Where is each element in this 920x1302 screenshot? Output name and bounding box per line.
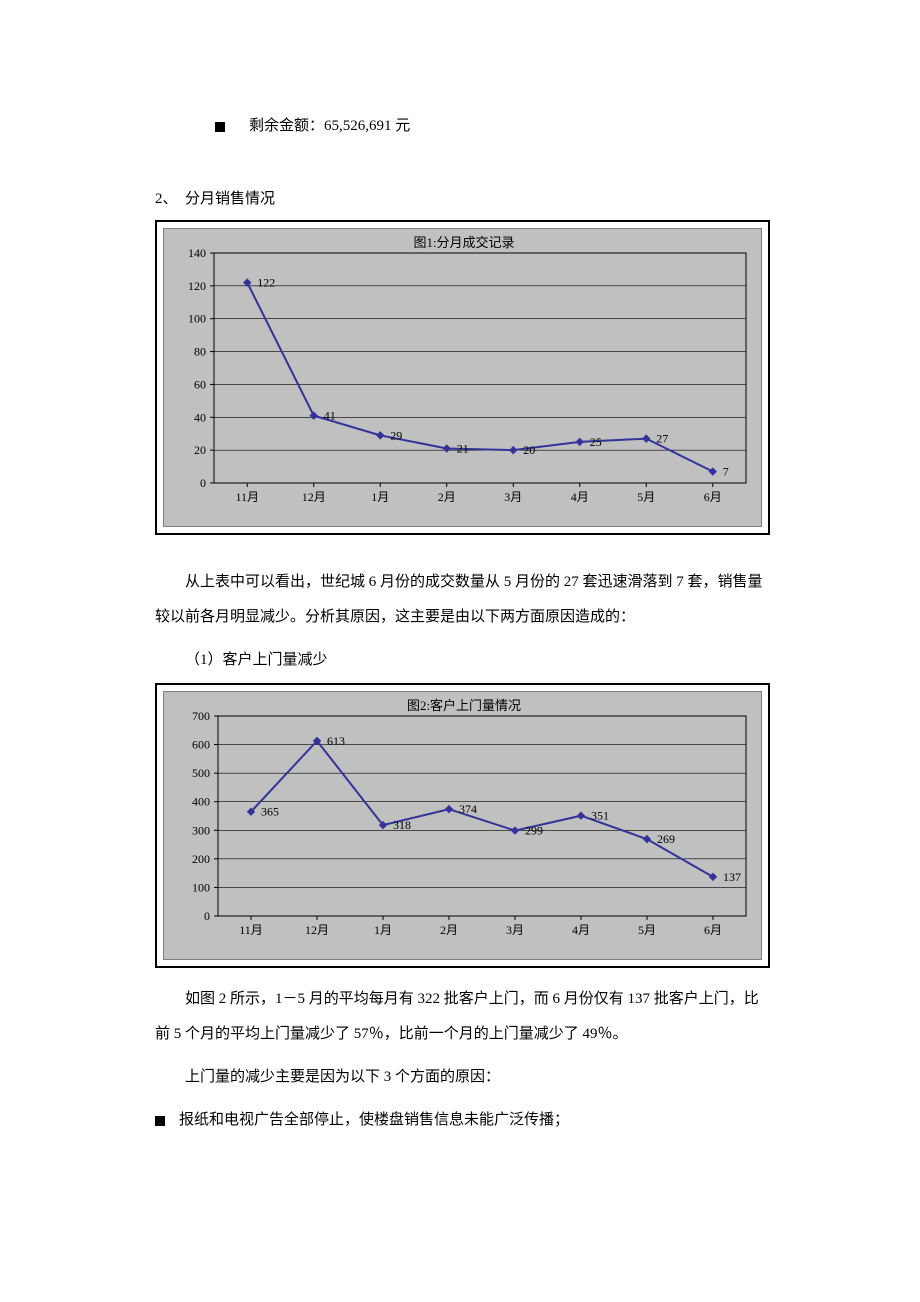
reason-1-text: 报纸和电视广告全部停止，使楼盘销售信息未能广泛传播； — [179, 1104, 569, 1137]
square-bullet-icon — [215, 122, 225, 132]
square-bullet-icon — [155, 1116, 165, 1126]
svg-text:图1:分月成交记录: 图1:分月成交记录 — [413, 235, 514, 250]
remaining-amount-text: 剩余金额：65,526,691 元 — [249, 110, 410, 143]
svg-text:100: 100 — [188, 312, 206, 326]
svg-text:27: 27 — [656, 432, 668, 446]
svg-text:25: 25 — [590, 435, 602, 449]
svg-text:41: 41 — [324, 409, 336, 423]
page: 剩余金额：65,526,691 元 2、 分月销售情况 图1:分月成交记录 0 20… — [0, 0, 920, 1302]
section-2-heading: 2、 分月销售情况 — [155, 183, 770, 216]
svg-text:3月: 3月 — [504, 490, 522, 504]
svg-text:3月: 3月 — [506, 923, 524, 937]
svg-text:11月: 11月 — [239, 923, 263, 937]
svg-text:400: 400 — [192, 795, 210, 809]
svg-text:700: 700 — [192, 709, 210, 723]
svg-text:21: 21 — [457, 442, 469, 456]
svg-text:20: 20 — [194, 443, 206, 457]
svg-text:2月: 2月 — [438, 490, 456, 504]
svg-text:80: 80 — [194, 345, 206, 359]
svg-text:40: 40 — [194, 410, 206, 424]
svg-text:20: 20 — [523, 443, 535, 457]
svg-text:11月: 11月 — [235, 490, 259, 504]
svg-text:300: 300 — [192, 823, 210, 837]
svg-text:图2:客户上门量情况: 图2:客户上门量情况 — [407, 698, 521, 713]
svg-text:140: 140 — [188, 246, 206, 260]
svg-text:4月: 4月 — [571, 490, 589, 504]
chart-2: 图2:客户上门量情况 0 100 200 300 400 500 600 700 11月 12月 1月… — [168, 692, 760, 942]
svg-text:613: 613 — [327, 734, 345, 748]
svg-text:0: 0 — [204, 909, 210, 923]
svg-text:299: 299 — [525, 824, 543, 838]
subheading-1: （1）客户上门量减少 — [155, 644, 770, 677]
svg-text:1月: 1月 — [374, 923, 392, 937]
svg-text:12月: 12月 — [305, 923, 329, 937]
svg-text:351: 351 — [591, 809, 609, 823]
svg-text:4月: 4月 — [572, 923, 590, 937]
bullet-remaining-amount: 剩余金额：65,526,691 元 — [215, 110, 770, 143]
chart-2-frame: 图2:客户上门量情况 0 100 200 300 400 500 600 700 11月 12月 1月… — [155, 683, 770, 968]
paragraph-2: 如图 2 所示，1－5 月的平均每月有 322 批客户上门，而 6 月份仅有 1… — [155, 982, 770, 1051]
svg-text:0: 0 — [200, 476, 206, 490]
svg-text:29: 29 — [390, 428, 402, 442]
svg-text:2月: 2月 — [440, 923, 458, 937]
svg-text:200: 200 — [192, 852, 210, 866]
svg-text:120: 120 — [188, 279, 206, 293]
svg-text:5月: 5月 — [638, 923, 656, 937]
paragraph-3: 上门量的减少主要是因为以下 3 个方面的原因： — [155, 1061, 770, 1094]
svg-text:600: 600 — [192, 738, 210, 752]
svg-text:122: 122 — [257, 276, 275, 290]
svg-text:6月: 6月 — [704, 923, 722, 937]
svg-text:5月: 5月 — [637, 490, 655, 504]
svg-text:6月: 6月 — [704, 490, 722, 504]
svg-text:500: 500 — [192, 766, 210, 780]
svg-text:12月: 12月 — [302, 490, 326, 504]
chart-1-frame: 图1:分月成交记录 0 20 40 60 80 100 120 140 11月 12月 1月 2月 3月 4… — [155, 220, 770, 535]
chart-2-inner: 图2:客户上门量情况 0 100 200 300 400 500 600 700 11月 12月 1月… — [163, 691, 762, 960]
chart-1: 图1:分月成交记录 0 20 40 60 80 100 120 140 11月 12月 1月 2月 3月 4… — [168, 229, 760, 509]
svg-text:269: 269 — [657, 832, 675, 846]
svg-text:60: 60 — [194, 377, 206, 391]
bullet-reason-1: 报纸和电视广告全部停止，使楼盘销售信息未能广泛传播； — [155, 1104, 770, 1137]
svg-text:365: 365 — [261, 805, 279, 819]
svg-text:137: 137 — [723, 870, 741, 884]
svg-text:374: 374 — [459, 802, 477, 816]
svg-text:7: 7 — [723, 465, 729, 479]
paragraph-1: 从上表中可以看出，世纪城 6 月份的成交数量从 5 月份的 27 套迅速滑落到 … — [155, 565, 770, 634]
chart-1-inner: 图1:分月成交记录 0 20 40 60 80 100 120 140 11月 12月 1月 2月 3月 4… — [163, 228, 762, 527]
svg-text:318: 318 — [393, 818, 411, 832]
svg-text:1月: 1月 — [371, 490, 389, 504]
svg-text:100: 100 — [192, 880, 210, 894]
